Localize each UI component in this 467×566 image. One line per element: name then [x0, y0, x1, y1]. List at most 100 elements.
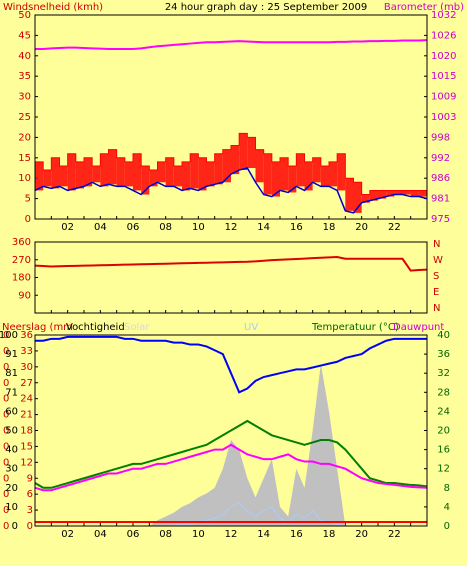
y-tick-label-humidity: 30 — [5, 464, 18, 475]
gust-bar — [337, 153, 346, 191]
y-tick-label-temp-left: 0 — [27, 521, 33, 532]
label-humidity: Vochtigheid — [66, 322, 125, 333]
gust-bar — [59, 165, 68, 187]
gust-bar — [239, 133, 248, 171]
y-tick-label-wind: 30 — [18, 92, 31, 103]
gust-bar — [190, 153, 199, 189]
gust-bar — [361, 194, 370, 203]
y-tick-label-temp-left: 18 — [20, 426, 33, 437]
x-tick-label-climate: 12 — [225, 529, 238, 540]
y-tick-label-baro: 1015 — [431, 71, 456, 82]
y-tick-label-baro: 1020 — [431, 51, 456, 62]
y-tick-label-rain: 0 — [3, 346, 9, 357]
gust-bar — [280, 157, 289, 191]
gust-bar — [345, 178, 354, 211]
series-wind-average — [34, 167, 428, 214]
y-tick-label-baro: 1026 — [431, 30, 456, 41]
series-wind-gust — [35, 132, 427, 196]
y-tick-label-humidity: 81 — [5, 368, 18, 379]
series-humidity — [35, 335, 427, 394]
y-tick-label-rain: 0 — [3, 521, 9, 532]
chart-title: 24 hour graph day : 25 September 2009 — [165, 2, 367, 13]
y-tick-label-temp-left: 30 — [20, 362, 33, 373]
y-tick-label-direction: 360 — [12, 237, 31, 248]
label-rain: Neerslag (mm — [2, 322, 73, 333]
y-tick-label-wind: 40 — [18, 51, 31, 62]
gust-bar — [173, 165, 182, 187]
gust-bar — [51, 157, 60, 189]
y-tick-label-temp-left: 12 — [20, 457, 33, 468]
y-tick-label-wind: 25 — [18, 112, 31, 123]
y-tick-label-direction: 90 — [18, 290, 31, 301]
y-tick-label-humidity: 10 — [5, 502, 18, 513]
plot-area-climate-border — [34, 334, 428, 527]
y-tick-label-baro: 986 — [431, 173, 450, 184]
gust-bar — [75, 161, 84, 189]
gust-bar — [141, 165, 150, 195]
series-temperature — [34, 419, 428, 489]
y-tick-label-wind: 5 — [25, 194, 31, 205]
x-tick-label-climate: 08 — [159, 529, 172, 540]
plot-area-wind-border — [34, 14, 428, 220]
x-tick-label-climate: 10 — [192, 529, 205, 540]
x-tick-label-climate: 16 — [290, 529, 303, 540]
y-tick-label-wind: 0 — [25, 214, 31, 225]
label-solar: Solar — [124, 322, 150, 333]
gust-bar — [394, 190, 403, 195]
y-tick-label-temp-right: 36 — [437, 349, 450, 360]
compass-label: S — [433, 271, 439, 282]
x-tick-label-wind: 16 — [290, 222, 303, 233]
y-tick-label-temp-left: 33 — [20, 346, 33, 357]
y-tick-label-temp-right: 16 — [437, 445, 450, 456]
y-tick-label-temp-left: 24 — [20, 394, 33, 405]
x-tick-label-wind: 04 — [94, 222, 107, 233]
gust-bar — [402, 190, 411, 195]
compass-label: N — [433, 239, 440, 250]
y-tick-label-temp-left: 36 — [20, 330, 33, 341]
x-tick-label-wind: 06 — [127, 222, 140, 233]
y-tick-label-temp-right: 8 — [444, 483, 450, 494]
y-tick-label-wind: 20 — [18, 132, 31, 143]
gust-bar — [182, 161, 191, 191]
gust-bar — [43, 170, 52, 187]
y-tick-label-rain: 0 — [3, 505, 9, 516]
y-tick-label-baro: 1009 — [431, 92, 456, 103]
y-axis-title-baro: Barometer (mb) — [384, 2, 464, 13]
y-tick-label-baro: 981 — [431, 194, 450, 205]
y-tick-label-rain: 0 — [3, 473, 9, 484]
y-tick-label-direction: 180 — [12, 273, 31, 284]
y-tick-label-wind: 15 — [18, 153, 31, 164]
gust-bar — [247, 137, 256, 168]
y-tick-label-humidity: 71 — [5, 387, 18, 398]
y-tick-label-temp-left: 6 — [27, 489, 33, 500]
x-tick-label-climate: 04 — [94, 529, 107, 540]
gust-bar — [329, 161, 338, 187]
compass-label: E — [433, 287, 439, 298]
y-tick-label-wind: 45 — [18, 30, 31, 41]
x-tick-label-climate: 20 — [355, 529, 368, 540]
gust-bar — [165, 157, 174, 187]
y-tick-label-temp-right: 40 — [437, 330, 450, 341]
x-tick-label-wind: 22 — [388, 222, 401, 233]
x-tick-label-wind: 14 — [257, 222, 270, 233]
x-tick-label-wind: 20 — [355, 222, 368, 233]
x-tick-label-climate: 22 — [388, 529, 401, 540]
y-tick-label-rain: 0 — [3, 410, 9, 421]
y-tick-label-temp-left: 9 — [27, 473, 33, 484]
y-tick-label-humidity: 40 — [5, 445, 18, 456]
y-tick-label-humidity: 0 — [12, 521, 18, 532]
gust-bar — [255, 149, 264, 183]
gust-bar — [378, 190, 387, 199]
y-tick-label-temp-right: 12 — [437, 464, 450, 475]
y-tick-label-temp-left: 21 — [20, 410, 33, 421]
x-tick-label-climate: 18 — [323, 529, 336, 540]
x-tick-label-climate: 14 — [257, 529, 270, 540]
y-tick-label-baro: 992 — [431, 153, 450, 164]
plot-area-direction-border — [34, 241, 428, 314]
gust-bar — [288, 165, 297, 193]
gust-bar — [214, 153, 223, 185]
y-tick-label-rain: 0 — [3, 489, 9, 500]
gust-bar — [410, 190, 419, 197]
gust-bar — [369, 190, 378, 201]
